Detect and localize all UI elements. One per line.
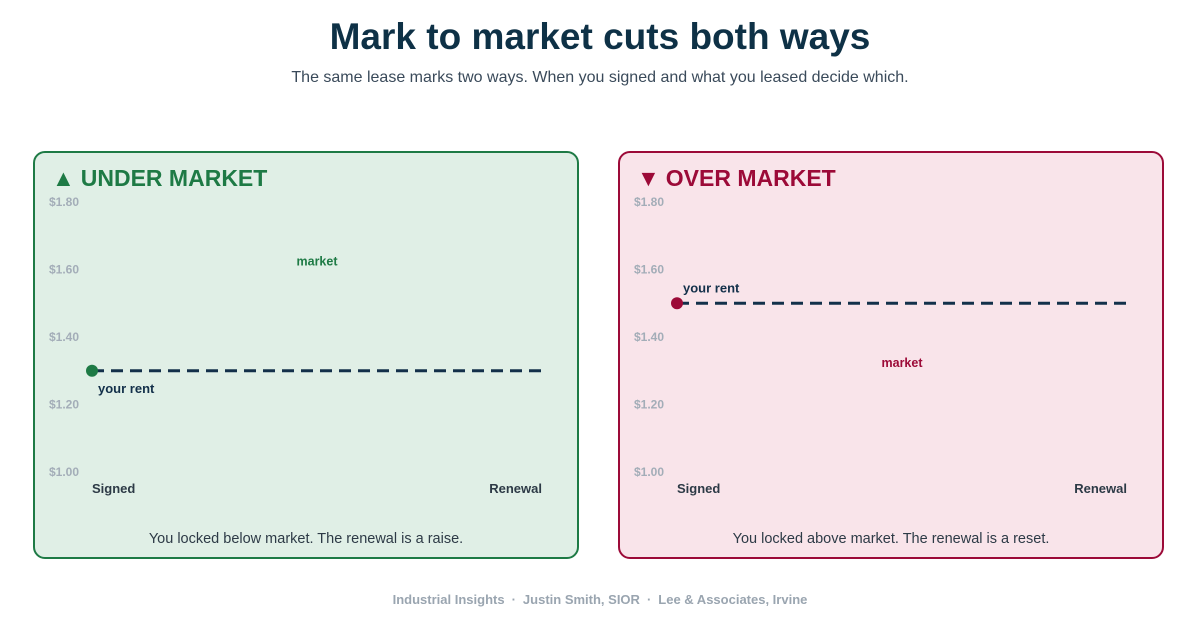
y-tick-label: $1.60 [49, 263, 79, 277]
x-category-label: Signed [92, 481, 135, 496]
down-triangle-icon: ▼ [637, 165, 660, 191]
market-label: market [297, 255, 339, 269]
panel-heading: ▼ OVER MARKET [637, 165, 836, 192]
under-market-panel: ▲ UNDER MARKET $1.80 $1.60 $1.40 $1.20 $1.00 S… [33, 151, 579, 559]
y-tick-label: $1.00 [634, 465, 664, 479]
your-rent-point [86, 364, 98, 377]
y-tick-label: $1.40 [634, 330, 664, 344]
footer-author: Justin Smith, SIOR [522, 592, 640, 607]
panel-caption: You locked below market. The renewal is … [148, 531, 464, 547]
your-rent-label: your rent [98, 381, 155, 396]
x-category-label: Renewal [1074, 481, 1127, 496]
your-rent-label: your rent [683, 280, 740, 295]
footer-publication: Industrial Insights [392, 592, 505, 607]
panel-heading-label: OVER MARKET [665, 165, 836, 191]
y-tick-label: $1.20 [49, 398, 79, 412]
footer-firm: Lee & Associates, Irvine [658, 592, 808, 607]
over-market-panel: ▼ OVER MARKET $1.80 $1.60 $1.40 $1.20 $1.00 Si… [618, 151, 1164, 559]
y-tick-label: $1.80 [634, 195, 664, 209]
x-category-label: Renewal [489, 481, 542, 496]
panel-heading: ▲ UNDER MARKET [52, 165, 267, 192]
panel-caption: You locked above market. The renewal is … [732, 531, 1050, 547]
y-tick-label: $1.80 [49, 195, 79, 209]
page-title: Mark to market cuts both ways [329, 16, 871, 57]
y-tick-label: $1.20 [634, 398, 664, 412]
up-triangle-icon: ▲ [52, 165, 75, 191]
y-tick-label: $1.00 [49, 465, 79, 479]
x-category-label: Signed [677, 481, 720, 496]
under-market-chart: $1.80 $1.60 $1.40 $1.20 $1.00 Signed Renewal yo… [49, 195, 542, 496]
footer-separator: · [646, 592, 652, 607]
over-market-chart: $1.80 $1.60 $1.40 $1.20 $1.00 Signed Renewal yo… [634, 195, 1127, 496]
page-subtitle: The same lease marks two ways. When you … [291, 69, 909, 86]
footer-separator: · [511, 592, 516, 607]
y-tick-label: $1.60 [634, 263, 664, 277]
panel-heading-label: UNDER MARKET [80, 165, 268, 191]
market-label: market [882, 356, 924, 370]
your-rent-point [671, 297, 683, 310]
y-tick-label: $1.40 [49, 330, 79, 344]
footer: Industrial Insights · Justin Smith, SIOR · L… [0, 592, 1200, 607]
